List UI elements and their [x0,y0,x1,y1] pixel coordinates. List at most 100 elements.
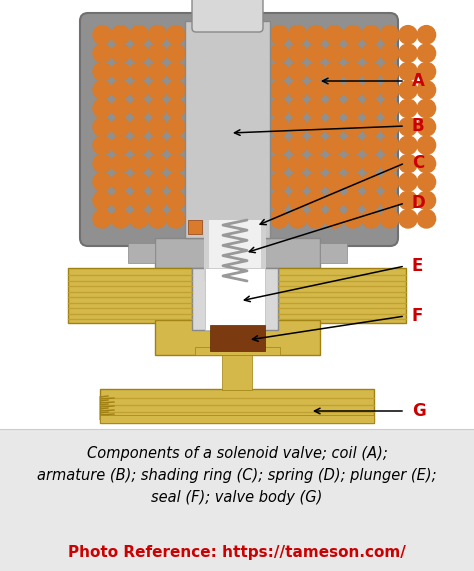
Circle shape [111,62,130,81]
Circle shape [399,173,417,191]
Circle shape [325,81,344,99]
Bar [195,347,280,355]
Circle shape [166,62,185,81]
Circle shape [417,26,436,44]
Circle shape [325,191,344,210]
Circle shape [381,191,399,210]
Circle shape [240,210,259,228]
Circle shape [240,136,259,154]
Circle shape [148,99,166,118]
Circle shape [240,191,259,210]
Circle shape [307,81,325,99]
Circle shape [148,136,166,154]
Text: D: D [412,194,426,212]
Circle shape [307,191,325,210]
Circle shape [185,81,203,99]
Circle shape [166,136,185,154]
Circle shape [185,62,203,81]
Circle shape [111,118,130,136]
Circle shape [325,210,344,228]
Circle shape [270,210,288,228]
Circle shape [111,191,130,210]
Circle shape [417,136,436,154]
Circle shape [362,99,381,118]
Circle shape [362,44,381,62]
Circle shape [344,26,362,44]
Circle shape [166,118,185,136]
Circle shape [240,26,259,44]
Circle shape [93,81,111,99]
Circle shape [130,191,148,210]
Circle shape [417,173,436,191]
Circle shape [399,191,417,210]
Text: F: F [412,307,423,325]
Circle shape [93,173,111,191]
Bar [261,220,266,281]
Circle shape [344,173,362,191]
Circle shape [399,210,417,228]
Circle shape [288,173,307,191]
Circle shape [288,210,307,228]
Circle shape [325,154,344,173]
Circle shape [148,118,166,136]
Circle shape [288,44,307,62]
Circle shape [185,118,203,136]
Circle shape [93,154,111,173]
Circle shape [381,81,399,99]
Circle shape [362,191,381,210]
Bar [192,268,278,330]
Circle shape [240,99,259,118]
Circle shape [288,191,307,210]
Text: G: G [412,402,426,420]
Circle shape [130,136,148,154]
Circle shape [417,154,436,173]
Circle shape [417,210,436,228]
Circle shape [148,154,166,173]
Circle shape [93,26,111,44]
Circle shape [270,26,288,44]
Circle shape [185,99,203,118]
Circle shape [307,210,325,228]
Bar [68,268,192,323]
Circle shape [166,154,185,173]
Circle shape [344,62,362,81]
Bar [210,325,265,351]
Circle shape [222,173,240,191]
Circle shape [270,118,288,136]
Circle shape [270,99,288,118]
Bar [204,220,266,281]
Circle shape [111,210,130,228]
Circle shape [166,26,185,44]
Circle shape [362,173,381,191]
Circle shape [203,118,222,136]
Circle shape [399,44,417,62]
Circle shape [270,154,288,173]
Circle shape [203,44,222,62]
Circle shape [362,210,381,228]
Circle shape [222,154,240,173]
Circle shape [288,154,307,173]
Circle shape [166,173,185,191]
Circle shape [93,118,111,136]
Circle shape [130,26,148,44]
Circle shape [130,44,148,62]
Circle shape [148,26,166,44]
Circle shape [93,191,111,210]
Circle shape [203,81,222,99]
Bar [128,243,155,263]
Circle shape [166,99,185,118]
Circle shape [203,173,222,191]
Circle shape [362,62,381,81]
Circle shape [325,136,344,154]
Circle shape [307,62,325,81]
Circle shape [203,99,222,118]
Circle shape [344,191,362,210]
Circle shape [240,154,259,173]
Circle shape [93,62,111,81]
Circle shape [203,210,222,228]
Circle shape [130,62,148,81]
Circle shape [240,81,259,99]
Circle shape [130,173,148,191]
Circle shape [166,191,185,210]
Text: C: C [412,154,424,172]
